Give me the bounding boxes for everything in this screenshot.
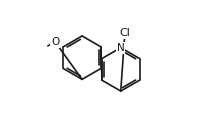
Text: N: N	[117, 43, 125, 53]
Text: Cl: Cl	[119, 28, 130, 38]
Text: O: O	[51, 37, 59, 47]
